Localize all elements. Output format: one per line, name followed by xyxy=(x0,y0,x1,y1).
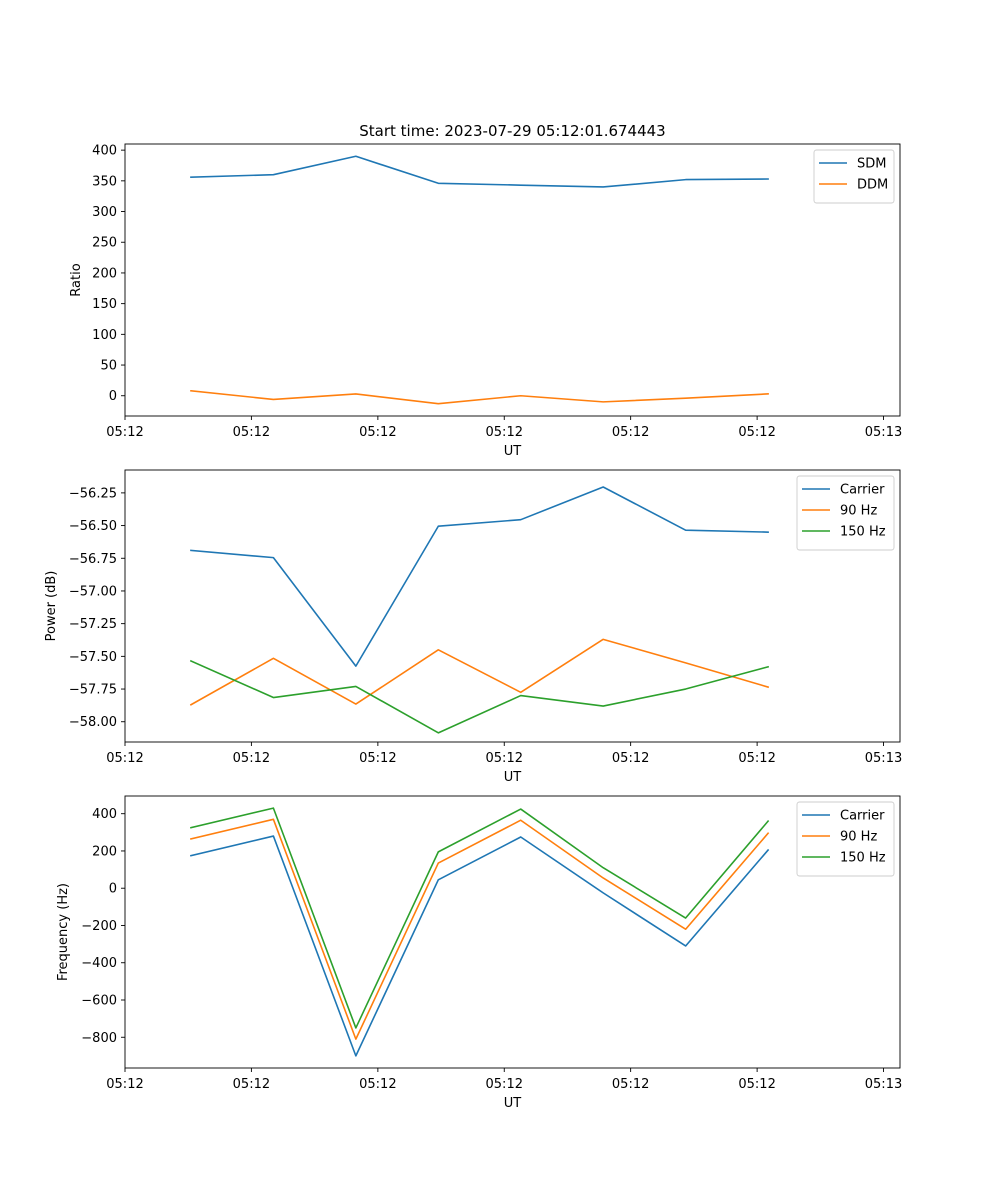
power-legend-label: 150 Hz xyxy=(840,525,886,540)
power-axes-frame xyxy=(124,469,901,743)
power-series-line-90-hz xyxy=(189,638,770,706)
frequency-x-tick-label: 05:12 xyxy=(233,1077,270,1092)
power-x-tick-label: 05:12 xyxy=(612,751,649,766)
power-series-line-carrier xyxy=(190,486,769,667)
power-y-axis-label: Power (dB) xyxy=(44,571,59,642)
frequency-legend-label: 90 Hz xyxy=(840,830,877,845)
frequency-x-tick-label: 05:13 xyxy=(865,1077,902,1092)
frequency-panel: 05:12 05:12 05:12 05:12 05:12 05:12 05:13 −800 −… xyxy=(56,795,902,1111)
ratio-y-tick-label: 350 xyxy=(92,174,117,189)
power-y-tick-label: −58.00 xyxy=(69,715,117,730)
frequency-x-tick-label: 05:12 xyxy=(106,1077,143,1092)
frequency-y-tick-label: −200 xyxy=(81,919,117,934)
power-x-tick-label: 05:12 xyxy=(359,751,396,766)
power-x-tick-label: 05:12 xyxy=(738,751,775,766)
ratio-x-axis-label: UT xyxy=(504,444,522,459)
ratio-panel: 05:12 05:12 05:12 05:12 05:12 05:12 05:13 0 50 10… xyxy=(69,143,902,459)
ratio-x-tick-label: 05:12 xyxy=(359,425,396,440)
power-x-tick-label: 05:12 xyxy=(106,751,143,766)
ratio-y-tick-label: 0 xyxy=(109,389,117,404)
ratio-legend-label: DDM xyxy=(857,178,888,193)
ratio-y-tick-label: 250 xyxy=(92,236,117,251)
frequency-x-axis-label: UT xyxy=(504,1096,522,1111)
ratio-y-tick-label: 300 xyxy=(92,205,117,220)
ratio-y-tick-label: 400 xyxy=(92,144,117,159)
frequency-axes-frame xyxy=(124,795,901,1069)
ratio-x-tick-label: 05:12 xyxy=(233,425,270,440)
ratio-y-tick-label: 150 xyxy=(92,297,117,312)
ratio-y-tick-label: 50 xyxy=(100,359,117,374)
frequency-x-tick-label: 05:12 xyxy=(738,1077,775,1092)
power-legend-label: 90 Hz xyxy=(840,504,877,519)
power-legend: Carrier 90 Hz 150 Hz xyxy=(796,475,895,551)
ratio-legend: SDM DDM xyxy=(813,149,895,204)
figure-title: Start time: 2023-07-29 05:12:01.674443 xyxy=(359,122,665,140)
frequency-y-tick-label: 400 xyxy=(92,807,117,822)
ratio-x-tick-label: 05:13 xyxy=(865,425,902,440)
power-panel: 05:12 05:12 05:12 05:12 05:12 05:12 05:13 −58.0… xyxy=(44,469,902,785)
ratio-y-tick-label: 100 xyxy=(92,328,117,343)
ratio-x-tick-label: 05:12 xyxy=(612,425,649,440)
ratio-axes-frame xyxy=(124,143,901,417)
ratio-x-tick-label: 05:12 xyxy=(486,425,523,440)
power-y-tick-label: −57.50 xyxy=(69,650,117,665)
power-y-tick-label: −57.75 xyxy=(69,683,117,698)
ratio-x-tick-label: 05:12 xyxy=(738,425,775,440)
frequency-y-tick-label: −400 xyxy=(81,956,117,971)
frequency-series-line-90-hz xyxy=(189,818,770,1040)
ratio-series-line-sdm xyxy=(190,155,769,188)
frequency-x-tick-label: 05:12 xyxy=(359,1077,396,1092)
frequency-y-tick-label: 200 xyxy=(92,844,117,859)
power-y-tick-label: −56.50 xyxy=(69,519,117,534)
power-y-tick-label: −56.25 xyxy=(69,486,117,501)
power-x-tick-label: 05:12 xyxy=(233,751,270,766)
power-x-tick-label: 05:13 xyxy=(865,751,902,766)
frequency-series-line-carrier xyxy=(189,835,770,1057)
frequency-x-tick-label: 05:12 xyxy=(486,1077,523,1092)
power-y-tick-label: −57.25 xyxy=(69,617,117,632)
frequency-legend-label: 150 Hz xyxy=(840,851,886,866)
power-x-axis-label: UT xyxy=(504,770,522,785)
power-y-tick-label: −57.00 xyxy=(69,584,117,599)
frequency-y-tick-label: −600 xyxy=(81,994,117,1009)
power-legend-label: Carrier xyxy=(840,483,885,498)
ratio-y-tick-label: 200 xyxy=(92,266,117,281)
ratio-series-line-ddm xyxy=(190,389,769,405)
power-x-tick-label: 05:12 xyxy=(486,751,523,766)
frequency-y-tick-label: −800 xyxy=(81,1031,117,1046)
frequency-series-line-150-hz xyxy=(189,807,770,1029)
frequency-legend-label: Carrier xyxy=(840,809,885,824)
frequency-y-tick-label: 0 xyxy=(109,882,117,897)
frequency-y-axis-label: Frequency (Hz) xyxy=(56,883,71,981)
ratio-legend-label: SDM xyxy=(857,157,886,172)
power-y-tick-label: −56.75 xyxy=(69,552,117,567)
ratio-x-tick-label: 05:12 xyxy=(106,425,143,440)
ratio-y-axis-label: Ratio xyxy=(69,263,84,296)
frequency-legend: Carrier 90 Hz 150 Hz xyxy=(796,801,895,877)
frequency-x-tick-label: 05:12 xyxy=(612,1077,649,1092)
power-series-line-150-hz xyxy=(189,659,770,734)
